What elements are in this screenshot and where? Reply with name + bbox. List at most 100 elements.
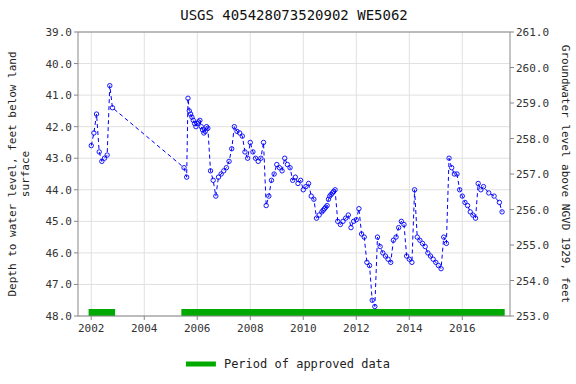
series-point <box>245 156 249 160</box>
y2-tick-label: 256.0 <box>516 204 549 217</box>
series-point <box>492 194 496 198</box>
y-axis-label-line: Depth to water level, feet below land <box>6 51 19 296</box>
series-point <box>184 175 188 179</box>
series-point <box>389 260 393 264</box>
series-point <box>243 150 247 154</box>
y2-tick-label: 255.0 <box>516 239 549 252</box>
series-point <box>402 222 406 226</box>
series-point <box>208 169 212 173</box>
y2-tick-label: 260.0 <box>516 62 549 75</box>
series-point <box>362 235 366 239</box>
series-point <box>261 140 265 144</box>
series-point <box>92 131 96 135</box>
y2-tick <box>510 316 514 317</box>
series-point <box>264 203 268 207</box>
series-point <box>455 172 459 176</box>
legend: Period of approved data <box>186 357 390 371</box>
series-point <box>373 304 377 308</box>
y-tick <box>74 158 78 159</box>
series-point <box>487 191 491 195</box>
series-point <box>333 188 337 192</box>
y-tick-label: 42.0 <box>46 121 73 134</box>
y-tick <box>74 63 78 64</box>
series-point <box>460 194 464 198</box>
x-tick <box>303 316 304 320</box>
series-point <box>473 216 477 220</box>
series-point <box>267 194 271 198</box>
y-grid-line <box>78 284 510 285</box>
series-point <box>306 181 310 185</box>
series-point <box>439 266 443 270</box>
x-tick-label: 2012 <box>343 322 370 335</box>
x-tick-label: 2002 <box>78 322 105 335</box>
plot-background <box>78 32 510 316</box>
plot-frame <box>78 32 510 316</box>
series-point <box>206 126 210 130</box>
series-point <box>227 159 231 163</box>
series-point <box>500 210 504 214</box>
x-grid-line <box>250 32 251 316</box>
y-grid-line <box>78 189 510 190</box>
approved-period-bar <box>181 309 504 316</box>
y-tick <box>74 221 78 222</box>
series-point <box>259 156 263 160</box>
x-grid-line <box>409 32 410 316</box>
y-axis-label: Depth to water level, feet below landsur… <box>6 51 32 296</box>
series-point <box>375 235 379 239</box>
series-point <box>349 225 353 229</box>
series-point <box>497 200 501 204</box>
chart: 2002200420062008201020122014201639.040.0… <box>0 0 576 384</box>
series-point <box>108 83 112 87</box>
y2-tick <box>510 32 514 33</box>
series-point <box>312 197 316 201</box>
y2-tick-label: 258.0 <box>516 133 549 146</box>
y2-tick-label: 253.0 <box>516 310 549 323</box>
series-point <box>240 134 244 138</box>
y2-tick <box>510 209 514 210</box>
y-tick <box>74 126 78 127</box>
x-tick-label: 2010 <box>290 322 317 335</box>
y-grid-line <box>78 95 510 96</box>
x-tick <box>144 316 145 320</box>
series-point <box>186 96 190 100</box>
y2-axis-label: Groundwater level above NGVD 1929, feet <box>559 45 572 303</box>
y-grid-line <box>78 126 510 127</box>
series-point <box>89 143 93 147</box>
y-tick-label: 39.0 <box>46 26 73 39</box>
series-point <box>288 165 292 169</box>
x-grid-line <box>197 32 198 316</box>
y-tick-label: 46.0 <box>46 247 73 260</box>
series-line <box>91 86 502 307</box>
series-point <box>97 150 101 154</box>
series-point <box>357 207 361 211</box>
y-tick-label: 47.0 <box>46 278 73 291</box>
title: USGS 405428073520902 WE5062 <box>180 7 408 23</box>
x-tick <box>356 316 357 320</box>
series-point <box>346 213 350 217</box>
y-grid-line <box>78 252 510 253</box>
series-point <box>394 235 398 239</box>
y2-tick <box>510 174 514 175</box>
series-point <box>272 172 276 176</box>
y2-tick-label: 261.0 <box>516 26 549 39</box>
y-grid-line <box>78 158 510 159</box>
y-tick <box>74 284 78 285</box>
axes: 2002200420062008201020122014201639.040.0… <box>46 26 550 335</box>
y-tick-label: 40.0 <box>46 58 73 71</box>
y2-tick <box>510 245 514 246</box>
series-point <box>396 225 400 229</box>
grid <box>78 32 510 316</box>
y-tick <box>74 316 78 317</box>
x-tick-label: 2014 <box>396 322 423 335</box>
series-point <box>370 298 374 302</box>
series-point <box>449 165 453 169</box>
series-point <box>444 241 448 245</box>
series-point <box>182 165 186 169</box>
y-tick <box>74 252 78 253</box>
x-tick <box>91 316 92 320</box>
series-point <box>410 260 414 264</box>
legend-swatch <box>186 362 216 367</box>
y-tick <box>74 189 78 190</box>
series-point <box>283 156 287 160</box>
plot-data <box>89 83 505 316</box>
